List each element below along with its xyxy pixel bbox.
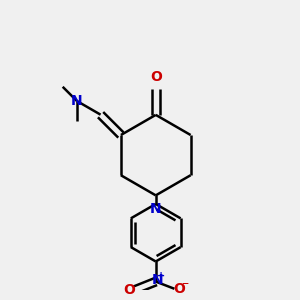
Text: N: N	[71, 94, 83, 108]
Text: O: O	[174, 282, 185, 296]
Text: O: O	[150, 70, 162, 84]
Text: ⁻: ⁻	[181, 279, 188, 293]
Text: +: +	[157, 272, 165, 281]
Text: O: O	[123, 283, 135, 297]
Text: N: N	[150, 202, 162, 216]
Text: N: N	[152, 273, 163, 287]
